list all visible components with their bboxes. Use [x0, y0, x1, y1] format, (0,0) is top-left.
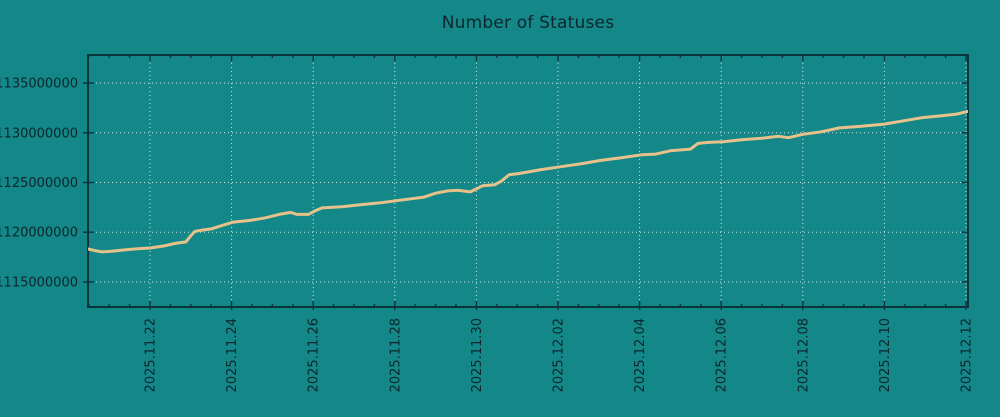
x-tick-label: 2025.12.06 — [715, 318, 730, 392]
x-tick-label: 2025.12.08 — [796, 318, 811, 392]
y-tick-label: 1120000000 — [0, 226, 78, 241]
x-tick-label: 2025.11.30 — [470, 318, 485, 392]
axis-ticks — [83, 55, 968, 310]
x-tick-label: 2025.12.04 — [633, 318, 648, 392]
plot-border — [87, 54, 969, 308]
x-tick-label: 2025.11.28 — [388, 318, 403, 392]
x-tick-label: 2025.12.02 — [552, 318, 567, 392]
y-tick-label: 1130000000 — [0, 126, 78, 141]
y-tick-label: 1125000000 — [0, 176, 78, 191]
x-tick-label: 2025.11.22 — [144, 318, 159, 392]
x-tick-label: 2025.11.24 — [225, 318, 240, 392]
y-tick-label: 1115000000 — [0, 275, 78, 290]
x-tick-label: 2025.11.26 — [307, 318, 322, 392]
y-tick-label: 1135000000 — [0, 77, 78, 92]
chart-title: Number of Statuses — [441, 13, 615, 33]
statuses-series-line — [88, 109, 968, 254]
grid-lines — [88, 55, 968, 307]
x-tick-label: 2025.12.10 — [878, 318, 893, 392]
x-tick-label: 2025.12.12 — [960, 318, 975, 392]
